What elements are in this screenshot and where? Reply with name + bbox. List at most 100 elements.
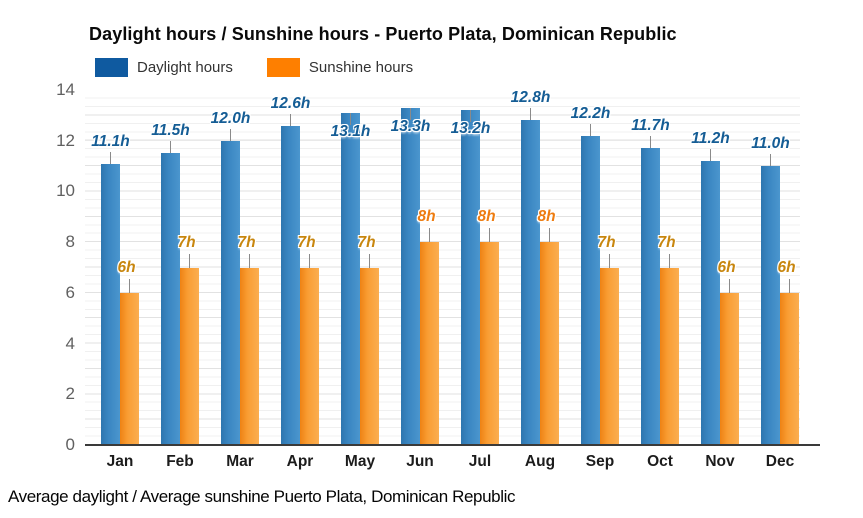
daylight-bar-nov: [701, 161, 720, 445]
legend: Daylight hours Sunshine hours: [95, 58, 413, 77]
sunshine-bar-sep: [600, 267, 619, 445]
sunshine-swatch-icon: [266, 58, 300, 77]
sunshine-bar-dec: [780, 292, 799, 445]
sunshine-value-label: 8h: [417, 208, 436, 226]
daylight-callout-line: [110, 151, 111, 164]
daylight-bar-mar: [221, 140, 240, 445]
sunshine-callout-line: [249, 253, 250, 268]
y-tick-0: 0: [65, 435, 75, 454]
daylight-bar-apr: [281, 125, 300, 445]
daylight-value-label: 13.1h: [330, 122, 371, 140]
x-tick-jan: Jan: [106, 453, 134, 470]
y-tick-14: 14: [56, 80, 75, 99]
sunshine-callout-line: [729, 278, 730, 293]
daylight-value-label: 12.0h: [210, 109, 251, 127]
sunshine-bar-jan: [120, 292, 139, 445]
sunshine-bar-mar: [240, 267, 259, 445]
y-tick-2: 2: [65, 384, 75, 404]
daylight-bar-jul: [461, 110, 480, 445]
sunshine-value-label: 7h: [357, 233, 376, 251]
sunshine-callout-line: [429, 228, 430, 243]
legend-item-sunshine: Sunshine hours: [266, 58, 414, 77]
x-tick-sep: Sep: [585, 453, 615, 470]
sunshine-value-label: 7h: [657, 233, 676, 251]
x-axis-line: [85, 444, 820, 446]
legend-item-daylight: Daylight hours: [95, 58, 233, 77]
x-tick-may: May: [344, 453, 376, 470]
daylight-bar-dec: [761, 166, 780, 445]
plot-area: 11.1h 6h 11.5h 7h 12.0h 7h 12.6h 7h 13.1h 7h 13.3h…: [85, 89, 800, 445]
legend-label-sunshine: Sunshine hours: [308, 59, 414, 76]
daylight-callout-line: [470, 110, 471, 123]
daylight-swatch-icon: [95, 58, 128, 77]
daylight-bar-jan: [101, 163, 120, 445]
daylight-value-label: 13.3h: [390, 117, 431, 135]
x-tick-apr: Apr: [286, 453, 314, 470]
y-tick-12: 12: [56, 130, 75, 150]
sunshine-callout-line: [669, 253, 670, 268]
x-tick-dec: Dec: [765, 453, 795, 470]
daylight-bar-aug: [521, 120, 540, 445]
sunshine-callout-line: [549, 228, 550, 243]
sunshine-value-label: 6h: [117, 258, 136, 276]
sunshine-callout-line: [789, 278, 790, 293]
x-tick-aug: Aug: [524, 453, 556, 470]
daylight-bar-feb: [161, 153, 180, 445]
sunshine-callout-line: [609, 253, 610, 268]
sunshine-value-label: 7h: [297, 233, 316, 251]
daylight-value-label: 11.0h: [751, 135, 790, 153]
x-tick-jun: Jun: [406, 453, 434, 470]
daylight-value-label: 12.6h: [270, 94, 311, 112]
daylight-callout-line: [650, 136, 651, 149]
daylight-callout-line: [770, 154, 771, 167]
daylight-bar-sep: [581, 135, 600, 445]
daylight-value-label: 11.1h: [91, 132, 130, 150]
daylight-callout-line: [590, 123, 591, 136]
x-tick-oct: Oct: [647, 453, 673, 470]
daylight-callout-line: [290, 113, 291, 126]
sunshine-callout-line: [309, 253, 310, 268]
x-tick-feb: Feb: [166, 453, 194, 470]
sunshine-value-label: 7h: [237, 233, 256, 251]
sunshine-value-label: 8h: [537, 208, 556, 226]
daylight-callout-line: [170, 141, 171, 154]
sunshine-bar-aug: [540, 242, 559, 445]
sunshine-callout-line: [489, 228, 490, 243]
daylight-value-label: 11.2h: [691, 130, 730, 147]
daylight-callout-line: [230, 128, 231, 141]
legend-label-daylight: Daylight hours: [137, 59, 233, 76]
sunshine-value-label: 8h: [477, 208, 496, 226]
daylight-value-label: 12.2h: [570, 104, 611, 122]
y-tick-6: 6: [65, 282, 75, 302]
sunshine-value-label: 6h: [777, 258, 796, 276]
daylight-value-label: 11.5h: [151, 122, 190, 140]
y-tick-4: 4: [65, 333, 75, 353]
daylight-callout-line: [530, 108, 531, 121]
daylight-bar-may: [341, 112, 360, 445]
sunshine-bar-jun: [420, 242, 439, 445]
sunshine-bar-jul: [480, 242, 499, 445]
sunshine-bar-oct: [660, 267, 679, 445]
sunshine-callout-line: [129, 278, 130, 293]
sunshine-callout-line: [189, 253, 190, 268]
sunshine-value-label: 7h: [177, 233, 196, 251]
sunshine-value-label: 6h: [717, 258, 736, 276]
sunshine-value-label: 7h: [597, 233, 616, 251]
daylight-bar-jun: [401, 107, 420, 445]
chart-title: Daylight hours / Sunshine hours - Puerto…: [89, 24, 677, 44]
x-tick-mar: Mar: [226, 453, 254, 470]
y-tick-8: 8: [65, 232, 75, 252]
daylight-value-label: 12.8h: [510, 89, 551, 107]
x-tick-jul: Jul: [468, 453, 492, 470]
sunshine-bar-feb: [180, 267, 199, 445]
daylight-callout-line: [350, 112, 351, 125]
daylight-value-label: 13.2h: [450, 120, 491, 138]
sunshine-bar-may: [360, 267, 379, 445]
chart-caption: Average daylight / Average sunshine Puer…: [8, 487, 516, 506]
daylight-bar-oct: [641, 148, 660, 445]
y-tick-10: 10: [56, 181, 75, 201]
sunshine-callout-line: [369, 253, 370, 268]
daylight-callout-line: [410, 107, 411, 120]
x-tick-nov: Nov: [705, 453, 735, 470]
daylight-value-label: 11.7h: [631, 117, 670, 135]
